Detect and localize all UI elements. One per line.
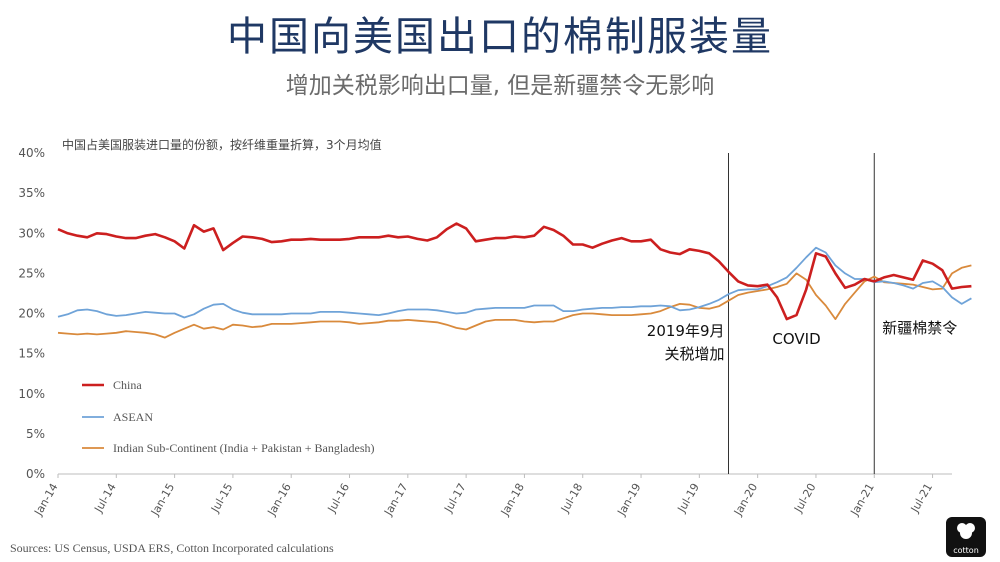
annotation-label: 新疆棉禁令 [882,319,957,337]
x-tick-label: Jan-20 [731,481,760,519]
y-tick-label: 5% [26,427,45,441]
y-tick-label: 10% [18,387,45,401]
series-line-indian [57,264,972,339]
x-tick-label: Jul-14 [92,481,119,515]
y-tick-label: 20% [18,307,45,321]
x-tick-label: Jan-16 [265,481,294,519]
legend-label: Indian Sub-Continent (India + Pakistan +… [113,441,375,455]
legend: China ASEAN Indian Sub-Continent (India + … [82,378,375,455]
legend-label: China [113,378,142,392]
x-tick-label: Jan-21 [848,481,877,519]
y-axis-tick-labels: 0% 5% 10% 15% 20% 25% 30% 35% 40% [18,146,45,481]
logo-text: cotton [953,546,979,555]
series-line-china [57,222,972,321]
y-tick-label: 30% [18,226,45,240]
x-tick-label: Jul-18 [558,481,585,515]
y-tick-label: 15% [18,347,45,361]
annotation-label: 2019年9月 [647,322,725,340]
x-tick-label: Jan-14 [31,481,60,519]
x-tick-label: Jan-17 [381,481,410,519]
x-axis-tick-labels: Jan-14 Jul-14 Jan-15 Jul-15 Jan-16 Jul-16 Jan-… [31,474,935,519]
x-tick-label: Jul-17 [441,481,468,515]
legend-label: ASEAN [113,410,153,424]
x-tick-label: Jul-19 [675,481,702,515]
x-tick-label: Jul-21 [908,481,935,515]
chart-title: 中国占美国服装进口量的份额，按纤维重量折算，3个月均值 [62,137,382,152]
source-note: Sources: US Census, USDA ERS, Cotton Inc… [10,541,334,555]
annotation-label: COVID [772,330,820,348]
x-tick-label: Jul-16 [325,481,352,515]
x-tick-label: Jul-20 [791,481,818,515]
y-tick-label: 0% [26,467,45,481]
y-tick-label: 40% [18,146,45,160]
x-tick-label: Jan-18 [498,481,527,519]
cotton-boll-icon [957,523,975,539]
annotation-label: 关税增加 [664,345,724,363]
x-tick-label: Jan-19 [614,481,643,519]
page-title: 中国向美国出口的棉制服装量 [227,14,773,60]
x-tick-label: Jan-15 [148,481,177,519]
y-tick-label: 25% [18,266,45,280]
y-tick-label: 35% [18,186,45,200]
page-subtitle: 增加关税影响出口量, 但是新疆禁令无影响 [285,73,715,99]
x-tick-label: Jul-15 [208,481,235,515]
series-lines [57,222,972,339]
series-line-asean [57,246,972,319]
cotton-logo: cotton [946,517,986,557]
